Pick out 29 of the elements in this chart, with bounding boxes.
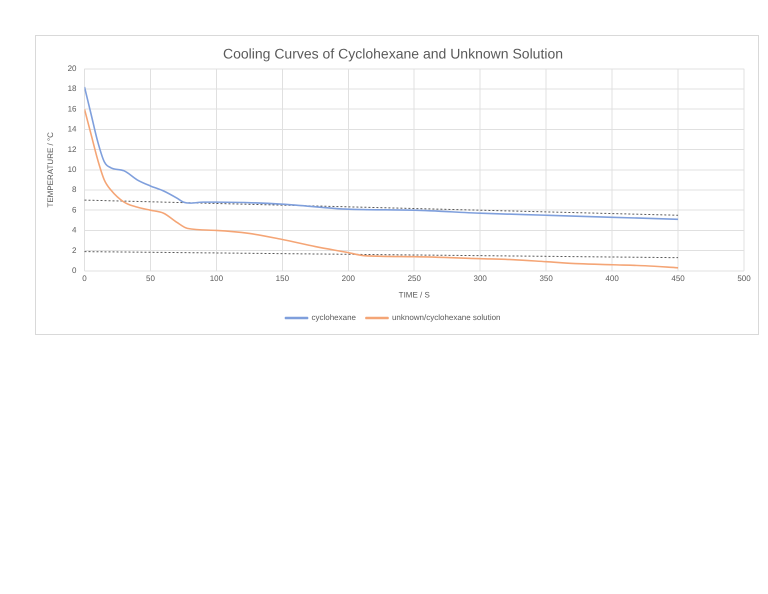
y-tick-label: 20 — [68, 64, 78, 74]
legend-label: unknown/cyclohexane solution — [392, 313, 500, 322]
chart-title: Cooling Curves of Cyclohexane and Unknown Solution — [222, 45, 564, 62]
y-tick-label: 16 — [68, 104, 78, 114]
line-series — [84, 108, 679, 269]
x-tick-label: 250 — [408, 274, 422, 283]
x-tick-label: 200 — [342, 274, 356, 283]
y-axis-title: TEMPERATURE / °C — [46, 132, 56, 208]
x-tick-label: 350 — [539, 274, 554, 283]
y-tick-label: 8 — [72, 185, 78, 194]
line-series — [84, 86, 679, 220]
y-tick-label: 10 — [68, 165, 78, 174]
x-tick-label: 450 — [671, 274, 686, 283]
y-tick-label: 14 — [68, 124, 78, 134]
legend-label: cyclohexane — [312, 313, 357, 322]
x-tick-label: 50 — [146, 274, 156, 283]
x-tick-label: 0 — [82, 274, 88, 283]
y-tick-label: 4 — [72, 226, 78, 235]
x-tick-label: 100 — [210, 274, 224, 283]
y-tick-label: 18 — [68, 84, 78, 94]
y-tick-label: 12 — [68, 144, 78, 154]
x-tick-label: 300 — [474, 274, 488, 283]
x-tick-label: 500 — [737, 274, 752, 283]
x-axis-title: TIME / S — [398, 290, 430, 300]
y-tick-label: 0 — [72, 266, 78, 276]
y-tick-label: 6 — [72, 205, 78, 214]
x-tick-label: 400 — [605, 274, 620, 283]
y-tick-label: 2 — [72, 246, 78, 255]
x-tick-label: 150 — [276, 274, 290, 283]
